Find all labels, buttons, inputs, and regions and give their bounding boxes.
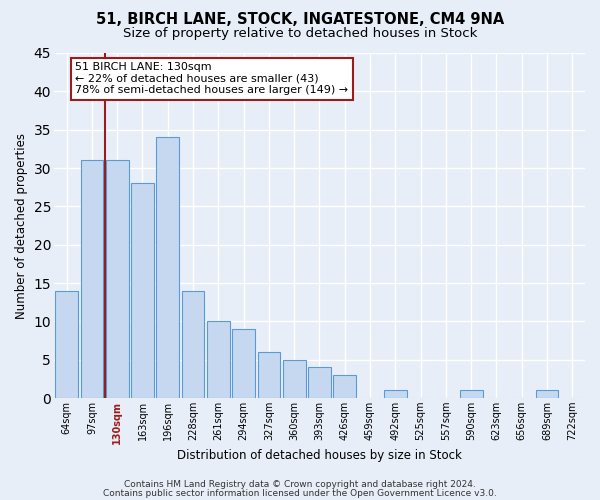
Text: Size of property relative to detached houses in Stock: Size of property relative to detached ho…	[123, 28, 477, 40]
Bar	[232, 329, 255, 398]
Bar	[334, 375, 356, 398]
Bar	[106, 160, 128, 398]
Bar	[536, 390, 559, 398]
Bar	[308, 368, 331, 398]
Bar	[283, 360, 305, 398]
Text: 51 BIRCH LANE: 130sqm
← 22% of detached houses are smaller (43)
78% of semi-deta: 51 BIRCH LANE: 130sqm ← 22% of detached …	[76, 62, 349, 96]
Bar	[131, 184, 154, 398]
X-axis label: Distribution of detached houses by size in Stock: Distribution of detached houses by size …	[177, 450, 462, 462]
Bar	[55, 291, 78, 398]
Bar	[384, 390, 407, 398]
Text: Contains HM Land Registry data © Crown copyright and database right 2024.: Contains HM Land Registry data © Crown c…	[124, 480, 476, 489]
Y-axis label: Number of detached properties: Number of detached properties	[15, 132, 28, 318]
Bar	[80, 160, 103, 398]
Bar	[157, 138, 179, 398]
Bar	[207, 322, 230, 398]
Text: Contains public sector information licensed under the Open Government Licence v3: Contains public sector information licen…	[103, 488, 497, 498]
Text: 51, BIRCH LANE, STOCK, INGATESTONE, CM4 9NA: 51, BIRCH LANE, STOCK, INGATESTONE, CM4 …	[96, 12, 504, 28]
Bar	[460, 390, 482, 398]
Bar	[257, 352, 280, 398]
Bar	[182, 291, 205, 398]
